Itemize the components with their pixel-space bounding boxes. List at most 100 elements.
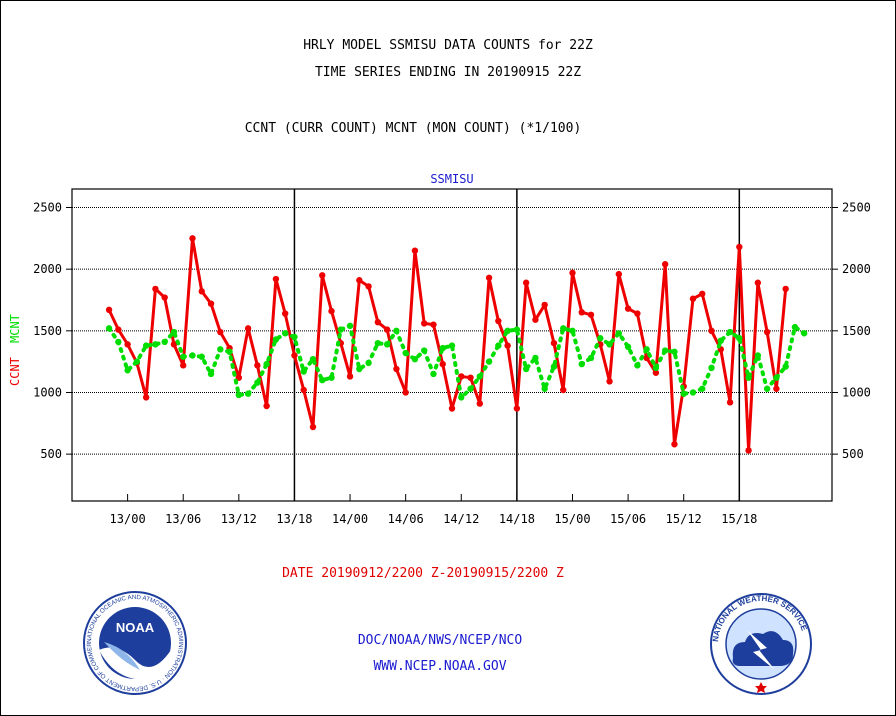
mcnt-point xyxy=(800,330,808,337)
x-tick-label: 15/00 xyxy=(554,512,590,526)
mcnt-point xyxy=(791,323,799,331)
y-axis-label-ccnt: CCNT xyxy=(8,357,22,386)
ccnt-point xyxy=(569,269,576,277)
x-tick-label: 13/06 xyxy=(165,512,201,526)
mcnt-point xyxy=(773,374,780,381)
ccnt-point xyxy=(152,285,159,293)
ccnt-point xyxy=(439,360,446,368)
y-tick-label-left: 2500 xyxy=(33,200,62,214)
ccnt-point xyxy=(346,373,354,380)
noaa-logo-label: NOAA xyxy=(116,620,155,635)
mcnt-point xyxy=(124,367,131,374)
mcnt-point xyxy=(513,326,521,333)
ccnt-point xyxy=(254,362,261,369)
ccnt-point xyxy=(763,328,771,336)
mcnt-point xyxy=(476,373,484,380)
ccnt-point xyxy=(374,318,382,326)
ccnt-point xyxy=(328,307,335,315)
ccnt-point xyxy=(606,378,613,385)
mcnt-point xyxy=(708,364,715,372)
x-tick-label: 15/12 xyxy=(666,512,702,526)
mcnt-point xyxy=(606,341,613,348)
ccnt-point xyxy=(476,400,484,407)
header-title: HRLY MODEL SSMISU DATA COUNTS for 22Z xyxy=(303,38,593,53)
mcnt-point xyxy=(226,348,233,355)
mcnt-point xyxy=(699,385,706,392)
mcnt-point xyxy=(142,342,150,349)
mcnt-point xyxy=(624,343,632,351)
ccnt-point xyxy=(319,272,326,279)
ccnt-point xyxy=(189,235,196,242)
ccnt-point xyxy=(207,300,215,307)
header-legend-note: CCNT (CURR COUNT) MCNT (MON COUNT) (*1/1… xyxy=(244,121,582,136)
mcnt-point xyxy=(550,363,558,370)
ccnt-point xyxy=(726,399,734,406)
mcnt-point xyxy=(170,328,178,336)
ccnt-point xyxy=(402,389,409,396)
ccnt-point xyxy=(708,327,715,335)
ccnt-point xyxy=(699,290,706,298)
mcnt-point xyxy=(522,365,530,373)
ccnt-point xyxy=(550,339,558,347)
mcnt-point xyxy=(337,326,344,333)
header-subtitle: TIME SERIES ENDING IN 20190915 22Z xyxy=(314,65,582,80)
mcnt-point xyxy=(541,385,548,392)
y-tick-label-right: 500 xyxy=(842,447,864,461)
mcnt-point xyxy=(420,347,428,354)
mcnt-point xyxy=(402,349,409,357)
mcnt-point xyxy=(643,346,650,353)
ccnt-point xyxy=(309,423,317,431)
mcnt-point xyxy=(448,342,456,349)
mcnt-point xyxy=(485,358,493,365)
url-link[interactable]: WWW.NCEP.NOAA.GOV xyxy=(373,659,507,674)
date-range: DATE 20190912/2200 Z-20190915/2200 Z xyxy=(282,566,564,581)
ccnt-point xyxy=(467,374,474,381)
ccnt-point xyxy=(495,317,502,325)
ccnt-point xyxy=(356,277,363,284)
chart-title: SSMISU xyxy=(430,172,473,186)
ccnt-point xyxy=(745,447,752,454)
y-tick-label-left: 1500 xyxy=(33,324,62,338)
mcnt-point xyxy=(272,336,280,343)
ccnt-point xyxy=(393,365,400,373)
mcnt-point xyxy=(467,385,474,392)
ccnt-point xyxy=(300,386,307,394)
ccnt-series-line xyxy=(107,236,788,452)
x-tick-label: 15/18 xyxy=(721,512,757,526)
mcnt-series-line xyxy=(107,323,807,400)
mcnt-point xyxy=(634,362,641,369)
ccnt-point xyxy=(560,386,567,394)
ccnt-point xyxy=(365,283,372,290)
mcnt-point xyxy=(254,379,261,386)
mcnt-point xyxy=(180,353,187,360)
ccnt-point xyxy=(513,405,521,412)
y-tick-label-left: 500 xyxy=(40,447,62,461)
mcnt-point xyxy=(615,330,623,337)
y-tick-label-right: 1000 xyxy=(842,385,871,399)
mcnt-point xyxy=(754,352,762,359)
mcnt-point xyxy=(281,330,289,337)
mcnt-point xyxy=(115,338,122,346)
mcnt-point xyxy=(458,394,465,401)
series-layer xyxy=(105,235,808,454)
ccnt-point xyxy=(161,294,168,301)
label-layer: SSMISU CCNT MCNT xyxy=(8,172,474,386)
mcnt-point xyxy=(763,385,771,392)
ccnt-point xyxy=(105,306,113,314)
mcnt-point xyxy=(717,337,724,344)
mcnt-point xyxy=(532,354,539,362)
ccnt-point xyxy=(281,310,289,317)
ccnt-point xyxy=(736,243,743,251)
ccnt-point xyxy=(263,402,270,410)
ccnt-point xyxy=(652,369,660,376)
y-tick-label-left: 2000 xyxy=(33,262,62,276)
mcnt-point xyxy=(430,370,437,378)
ccnt-point xyxy=(634,310,641,317)
mcnt-point xyxy=(328,374,335,381)
mcnt-point xyxy=(374,339,382,347)
mcnt-point xyxy=(365,359,372,367)
y-tick-label-right: 1500 xyxy=(842,324,871,338)
ccnt-point xyxy=(272,275,280,283)
mcnt-point xyxy=(319,376,326,384)
